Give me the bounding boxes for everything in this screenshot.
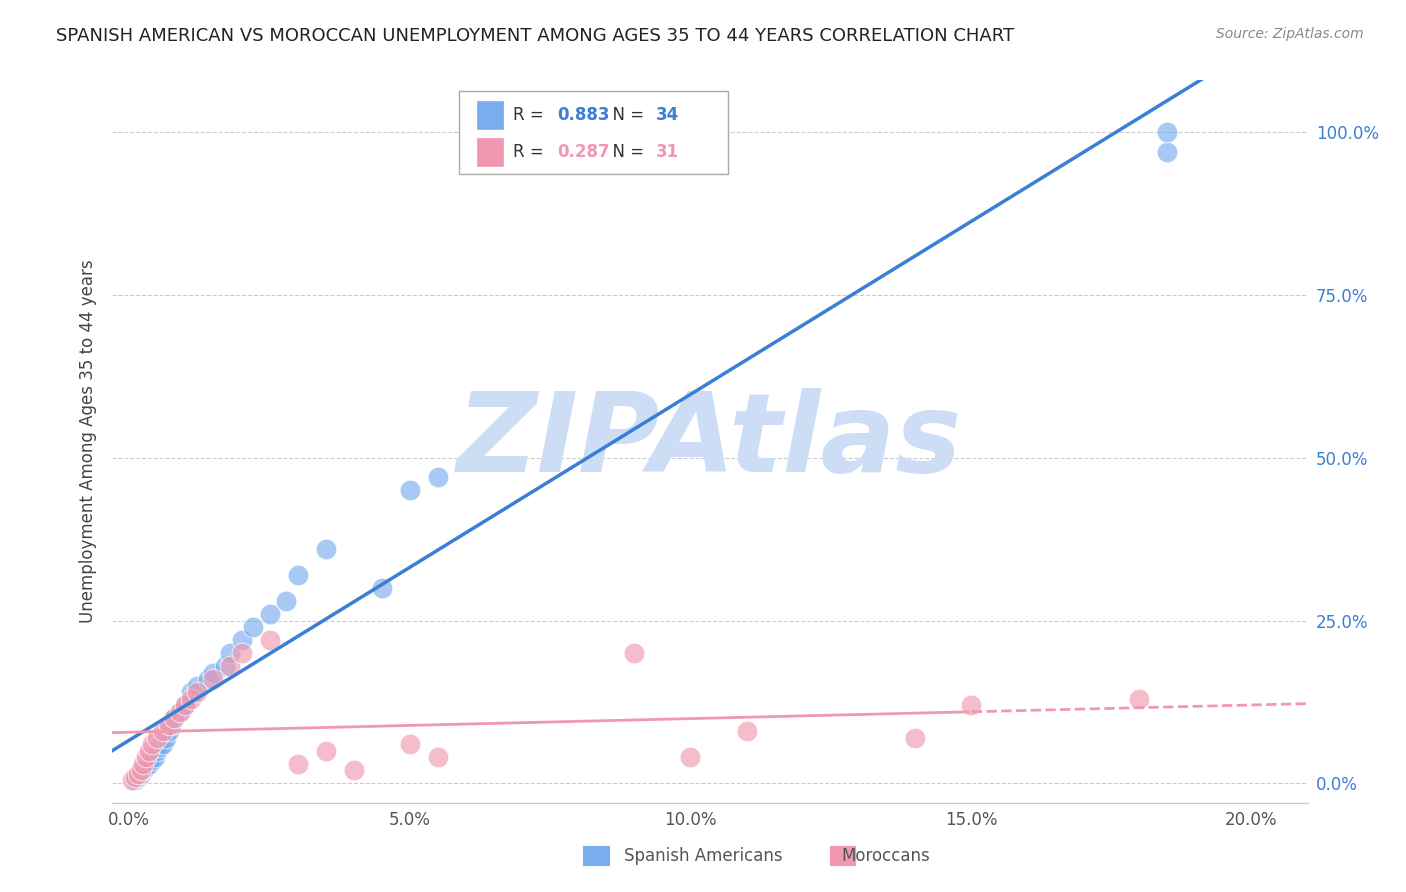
Point (231, 646, 253, 660)
Point (152, 737, 174, 751)
Point (231, 633, 253, 648)
Point (129, 766, 152, 780)
Text: Moroccans: Moroccans (841, 847, 931, 865)
Point (202, 665, 225, 680)
Text: 0.883: 0.883 (557, 106, 610, 124)
Point (399, 483, 422, 498)
Text: Spanish Americans: Spanish Americans (624, 847, 782, 865)
Point (426, 470, 449, 484)
FancyBboxPatch shape (477, 138, 503, 166)
Point (214, 659, 236, 673)
Point (138, 744, 160, 758)
Point (169, 705, 191, 719)
Point (371, 581, 394, 595)
Point (143, 750, 166, 764)
Point (129, 764, 152, 778)
Text: 31: 31 (657, 143, 679, 161)
Point (276, 594, 298, 608)
Point (121, 772, 143, 787)
Point (146, 744, 169, 758)
Point (124, 772, 146, 787)
Point (174, 698, 197, 713)
Point (186, 685, 208, 699)
Point (623, 646, 645, 660)
Point (399, 737, 422, 751)
Point (315, 744, 337, 758)
Point (174, 698, 197, 713)
Point (124, 770, 146, 784)
Point (197, 672, 219, 686)
Point (315, 541, 337, 556)
Point (169, 705, 191, 719)
Point (132, 764, 155, 778)
Point (202, 672, 225, 686)
Text: N =: N = (603, 106, 650, 124)
Point (180, 685, 202, 699)
Point (960, 698, 983, 713)
Point (679, 750, 702, 764)
Point (157, 717, 180, 731)
Point (132, 756, 155, 771)
Point (219, 659, 242, 673)
Point (127, 766, 149, 780)
Point (904, 731, 927, 745)
Point (138, 756, 160, 771)
Point (343, 764, 366, 778)
Point (155, 731, 177, 745)
Point (152, 724, 174, 739)
Text: R =: R = (513, 106, 548, 124)
Point (242, 620, 264, 634)
Point (160, 717, 183, 731)
Point (163, 711, 186, 725)
Point (141, 754, 163, 768)
Text: 0.287: 0.287 (557, 143, 610, 161)
Point (426, 750, 449, 764)
Point (141, 737, 163, 751)
Text: ZIPAtlas: ZIPAtlas (457, 388, 963, 495)
Point (259, 633, 281, 648)
Point (735, 724, 758, 739)
Point (157, 724, 180, 739)
Point (163, 711, 186, 725)
Y-axis label: Unemployment Among Ages 35 to 44 years: Unemployment Among Ages 35 to 44 years (79, 260, 97, 624)
Point (1156, 145, 1178, 159)
Point (180, 691, 202, 706)
Point (259, 607, 281, 621)
Point (135, 750, 157, 764)
FancyBboxPatch shape (477, 101, 503, 128)
Point (287, 756, 309, 771)
Point (127, 770, 149, 784)
FancyBboxPatch shape (458, 91, 728, 174)
Text: R =: R = (513, 143, 548, 161)
Point (186, 679, 208, 693)
Point (146, 731, 169, 745)
Point (1128, 691, 1150, 706)
Text: N =: N = (603, 143, 650, 161)
Point (135, 760, 157, 774)
Text: 34: 34 (657, 106, 679, 124)
Point (287, 568, 309, 582)
Text: Source: ZipAtlas.com: Source: ZipAtlas.com (1216, 27, 1364, 41)
Point (1156, 125, 1178, 139)
Text: SPANISH AMERICAN VS MOROCCAN UNEMPLOYMENT AMONG AGES 35 TO 44 YEARS CORRELATION : SPANISH AMERICAN VS MOROCCAN UNEMPLOYMEN… (56, 27, 1014, 45)
Point (219, 646, 242, 660)
Point (149, 740, 172, 755)
